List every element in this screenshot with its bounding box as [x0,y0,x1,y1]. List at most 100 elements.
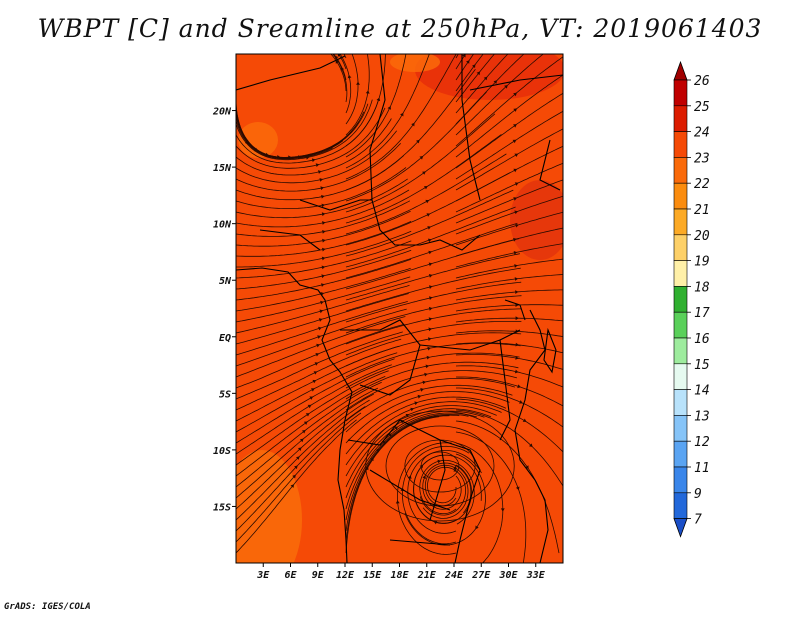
streamline-arrow [376,97,381,102]
streamline-arrow [453,465,458,470]
streamline-arrow [427,346,431,351]
streamline-arrow [512,139,517,144]
colorbar-segment [673,182,688,210]
streamline-arrow [515,316,519,321]
streamline-arrow [303,421,308,425]
x-axis: 3E 6E 9E 12E 15E 18E 21E 24E 27E 30E 33E [256,563,546,581]
streamline-arrow [428,337,432,341]
chart-title: WBPT [C] and Sreamline at 250hPa, VT: 20… [37,14,763,43]
x-tick-label: 18E [390,570,409,581]
streamline-arrow [305,413,310,417]
streamline-arrow [514,277,519,281]
streamline-arrow [387,106,391,110]
colorbar-label: 20 [694,229,710,244]
streamline-arrow [318,318,323,322]
streamline-arrow [375,448,380,453]
streamline-arrow [428,327,432,332]
streamline-arrow [513,168,518,173]
streamline-arrow [307,404,312,409]
streamline-arrow [457,50,460,54]
streamline-arrow [318,170,322,174]
streamline-arrow [462,54,466,58]
streamline-arrow [475,525,479,530]
streamline-arrow [315,163,320,167]
streamline-arrow [425,364,430,369]
streamline-arrow [317,335,321,339]
x-tick-label: 24E [444,570,464,581]
colorbar-label: 11 [694,461,710,476]
streamline-arrow [453,468,457,472]
colorbar-bottom-arrow [673,518,688,538]
streamline-arrow [513,108,517,112]
x-tick-label: 21E [417,570,437,581]
footer-credit: GrADS: IGES/COLA [4,602,91,612]
streamline-arrow [321,283,325,287]
streamline-arrow [515,356,519,360]
streamline-arrow [334,55,339,60]
streamline-arrow [466,60,470,64]
streamline-arrow [321,212,326,217]
colorbar-segment [673,466,688,494]
colorbar-label: 9 [694,487,702,502]
streamline-arrow [294,465,298,470]
streamline-arrow [514,182,519,186]
streamline-arrow [265,152,269,157]
streamline-arrow [290,484,294,488]
warm-patch-north [415,54,563,100]
streamline-arrow [319,178,323,182]
y-tick-label: 10S [213,446,231,457]
streamline-arrow [335,60,340,64]
colorbar: 26 25 24 23 22 21 20 19 18 17 16 15 14 13 12 11 9 7 [673,60,710,538]
colorbar-segment [673,311,688,339]
streamline-arrow [428,274,433,278]
streamline-arrow [313,371,318,375]
streamline-arrow [420,387,424,392]
colorbar-segment [673,286,688,313]
y-tick-label: 10N [213,220,232,231]
streamline-arrow [426,355,431,360]
streamline-arrow [321,274,325,279]
streamline-arrow [356,81,360,85]
streamline-arrow [514,369,519,374]
streamline-arrow [321,256,326,261]
streamline-arrow [424,372,428,377]
streamline-arrow [318,326,322,331]
streamline-arrow [515,486,520,491]
streamline-arrow [519,400,523,404]
y-tick-label: 15S [213,502,231,513]
streamline-arrow [422,380,426,385]
streamline-arrow [427,226,431,230]
x-tick-label: 15E [363,570,382,581]
streamline [455,54,459,59]
streamline-arrow [514,153,519,157]
streamline-arrow [314,362,319,366]
colorbar-segment [673,260,688,287]
streamline-arrow [320,300,324,305]
streamline-arrow [316,343,320,348]
colorbar-label: 22 [694,177,710,192]
x-tick-label: 9E [312,570,325,581]
streamline-arrow [311,388,315,392]
streamline-arrow [395,500,400,504]
streamline-arrow [513,92,517,97]
streamline-arrow [365,466,369,471]
streamline-arrow [437,459,441,464]
colorbar-label: 7 [694,513,702,528]
x-tick-label: 3E [256,570,270,581]
streamline-arrow [433,520,438,525]
streamline-arrow [277,155,281,159]
streamline-arrow [320,186,324,191]
streamline-arrow [292,474,296,479]
colorbar-label: 13 [694,409,710,424]
colorbar-segment [673,79,688,107]
streamline-arrow [321,265,326,270]
streamline-arrow [322,221,326,225]
streamline-arrow [428,262,433,267]
colorbar-top-arrow [673,60,688,81]
streamline-arrow [513,251,518,255]
streamline-arrow [419,464,424,469]
streamline-arrow [522,418,527,422]
colorbar-segment [673,440,688,468]
streamline-arrow [254,147,258,152]
